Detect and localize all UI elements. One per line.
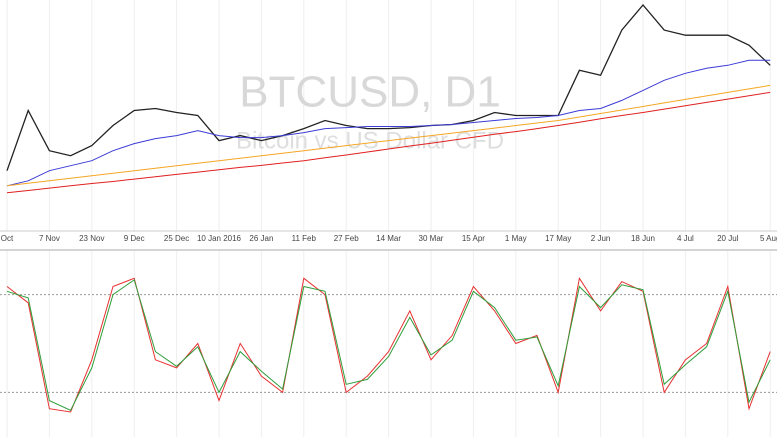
x-tick-label: 20 Jul (717, 234, 739, 243)
x-tick-label: 1 May (505, 234, 527, 243)
series-line (6, 84, 771, 187)
x-tick-label: 10 Jan 2016 (197, 234, 242, 243)
x-tick-label: 27 Feb (334, 234, 359, 243)
series-line (6, 279, 771, 411)
x-tick-label: 7 Nov (39, 234, 60, 243)
x-tick-label: 14 Mar (376, 234, 401, 243)
x-tick-label: 11 Feb (292, 234, 317, 243)
series-line (6, 59, 771, 187)
x-tick-label: 23 Nov (79, 234, 104, 243)
x-tick-label: 26 Jan (249, 234, 273, 243)
series-line (6, 91, 771, 194)
x-tick-label: 17 May (545, 234, 571, 243)
x-tick-label: 15 Apr (462, 234, 485, 243)
x-tick-label: 9 Dec (124, 234, 145, 243)
x-tick-label: 30 Mar (419, 234, 444, 243)
x-tick-label: 5 Aug (760, 234, 777, 243)
x-tick-label: 2 Jun (591, 234, 611, 243)
x-tick-label: 18 Jun (631, 234, 655, 243)
series-line (6, 3, 771, 171)
x-tick-label: 4 Jul (677, 234, 694, 243)
watermark-title: BTCUSD, D1 (239, 68, 501, 117)
x-tick-label: 25 Dec (164, 234, 189, 243)
x-tick-label: Oct (1, 234, 14, 243)
